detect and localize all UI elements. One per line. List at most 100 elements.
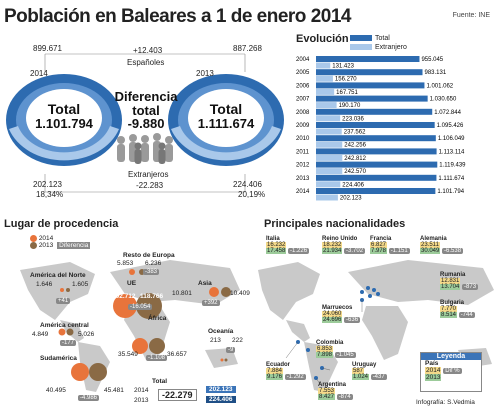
evo-extr-label: 237.562	[344, 130, 366, 136]
namerica-diff: +41	[56, 298, 71, 304]
evo-extr-label: 131.423	[332, 64, 354, 70]
asia-v14: 10.801	[172, 290, 192, 297]
evo-total-bar	[316, 69, 423, 76]
diff-value: -9.880	[127, 116, 165, 132]
evo-total-bar	[316, 148, 437, 155]
namerica-name: América del Norte	[30, 272, 86, 279]
evo-total-label: 1.072.844	[434, 110, 461, 116]
leyenda-title: Leyenda	[421, 353, 481, 360]
central-v13: 5.026	[78, 331, 95, 338]
proc-total-y14: 2014	[134, 387, 149, 394]
africa-diff: -1.108	[146, 355, 168, 361]
sudamerica-diff: -4.986	[78, 395, 100, 401]
oceania-2014-bubble	[220, 358, 224, 362]
sudamerica-name: Sudamérica	[40, 355, 77, 362]
rings-graphic	[6, 53, 284, 193]
evo-total-label: 1.113.114	[439, 149, 465, 155]
people-silhouettes-icon	[117, 133, 173, 164]
europa-v13: 6.236	[145, 260, 162, 267]
europa-diff: -383	[143, 269, 160, 275]
extranjeros-diff: -22.283	[136, 181, 164, 190]
procedencia-legend: 2014 2013 Diferencia	[30, 235, 91, 250]
espanoles-diff: +12.403	[133, 46, 163, 55]
proc-total-v13: 224.406	[206, 396, 236, 403]
procedencia-map	[20, 260, 240, 392]
proc-total-diff: -22.279	[158, 389, 197, 401]
nat-ecuador: Ecuador 7.884 9.176 -1.292	[266, 362, 306, 380]
legend-extr-label: Extranjero	[375, 44, 407, 51]
sudamerica-v13: 45.481	[104, 387, 124, 394]
evo-year-label: 2009	[296, 123, 310, 129]
asia-diff: +392	[202, 300, 220, 306]
namerica-v13: 1.605	[72, 281, 89, 288]
evo-total-bar	[316, 174, 437, 181]
africa-v14: 35.549	[118, 351, 138, 358]
evo-year-label: 2006	[296, 83, 310, 89]
evo-total-bar	[316, 135, 436, 142]
extranjeros-label: Extranjeros	[128, 170, 169, 179]
evo-extr-bar	[316, 102, 337, 109]
evo-extr-bar	[316, 128, 342, 135]
africa-v13: 36.657	[167, 351, 187, 358]
namerica-2013-bubble	[66, 288, 70, 292]
evo-total-label: 955.045	[421, 57, 443, 63]
evo-year-label: 2004	[296, 57, 310, 63]
nat-reino-unido: Reino Unido 18.232 21.934 -3.702	[322, 236, 366, 254]
evo-year-label: 2014	[296, 189, 310, 195]
ue-v14: 102.712	[112, 293, 136, 300]
procedencia-title: Lugar de procedencia	[4, 218, 119, 230]
evo-total-label: 1.030.650	[430, 97, 457, 103]
evo-total-label: 1.001.062	[426, 83, 453, 89]
espanoles-2014-value: 899.671	[33, 44, 62, 53]
legend-2013-dot	[30, 242, 37, 250]
page-title: Población en Baleares a 1 de enero 2014	[4, 6, 351, 27]
evo-extr-bar	[316, 62, 331, 69]
evo-total-bar	[316, 108, 433, 115]
evolucion-legend: Total Extranjero	[350, 34, 407, 52]
evo-total-bar	[316, 95, 428, 102]
nat-uruguay: Uruguay 587 1.024 -437	[352, 362, 387, 380]
africa-name: África	[148, 315, 167, 322]
europa-name: Resto de Europa	[123, 252, 175, 259]
legend-total-swatch	[350, 35, 372, 42]
evo-total-label: 1.101.794	[437, 189, 464, 195]
ue-2014-bubble	[113, 294, 137, 318]
evo-total-bar	[316, 56, 420, 62]
proc-total-label: Total	[152, 378, 168, 385]
namerica-v14: 1.646	[36, 281, 53, 288]
evo-year-label: 2011	[296, 149, 310, 155]
evo-year-label: 2013	[296, 176, 310, 182]
sudamerica-2014-bubble	[71, 363, 89, 381]
evolucion-title: Evolución	[296, 33, 349, 45]
proc-total-v14: 202.123	[206, 386, 236, 393]
europa-2014-bubble	[129, 269, 135, 275]
ue-diff: -16.054	[128, 304, 153, 310]
evo-total-bar	[316, 82, 425, 89]
europa-v14: 5.853	[117, 260, 134, 267]
legend-total-label: Total	[375, 35, 390, 42]
asia-2013-bubble	[221, 287, 231, 297]
proc-total-y13: 2013	[134, 397, 149, 404]
sudamerica-2013-bubble	[89, 363, 107, 381]
ring-2013-total-value: 1.111.674	[197, 115, 255, 131]
evo-total-bar	[316, 122, 435, 128]
evo-extr-bar	[316, 154, 343, 161]
extranjeros-2014-pct: 18,34%	[36, 190, 64, 199]
evo-year-label: 2010	[296, 136, 310, 142]
africa-2014-bubble	[132, 338, 148, 354]
leyenda-dif: Dif %	[443, 368, 462, 374]
evo-total-label: 983.131	[425, 70, 447, 76]
africa-2013-bubble	[149, 338, 165, 354]
oceania-v14: 213	[210, 337, 221, 344]
asia-2014-bubble	[209, 287, 219, 297]
oceania-name: Oceanía	[208, 328, 234, 335]
evo-total-bar	[316, 161, 438, 168]
evo-total-label: 1.111.674	[438, 176, 464, 182]
legend-extr-swatch	[350, 44, 372, 51]
nat-argentina: Argentina 7.553 8.427 -874	[318, 382, 353, 400]
evo-extr-label: 242.570	[344, 169, 366, 175]
asia-name: Asia	[198, 280, 212, 287]
evo-extr-bar	[316, 168, 343, 175]
ring-2014	[6, 74, 122, 166]
namerica-2014-bubble	[60, 288, 64, 292]
